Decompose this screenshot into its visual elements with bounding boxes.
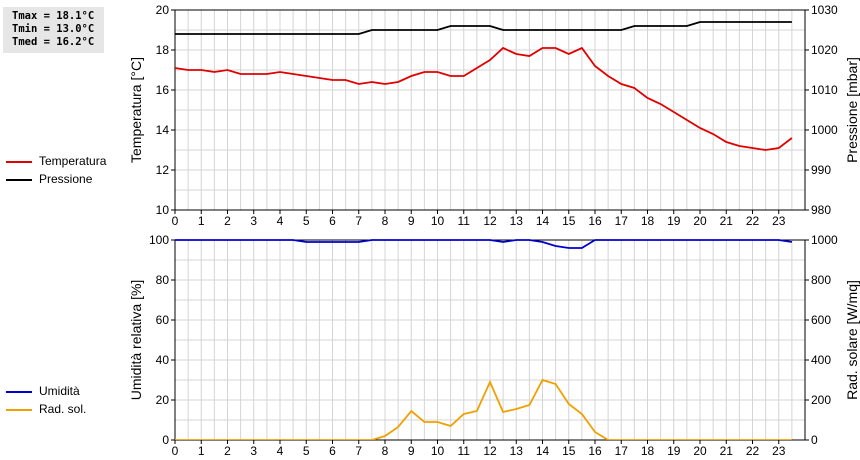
y-axis-title: Umidità relativa [%] (128, 280, 144, 401)
x-tick-label: 11 (458, 214, 471, 228)
x-tick-label: 3 (250, 444, 257, 458)
series-line-umidit (175, 239, 793, 249)
y2-tick-label: 1010 (811, 83, 838, 97)
x-tick-label: 22 (746, 214, 760, 228)
x-tick-label: 1 (198, 214, 205, 228)
legend-label-temperatura: Temperatura (39, 154, 107, 168)
x-tick-label: 5 (303, 444, 310, 458)
x-tick-label: 8 (382, 214, 389, 228)
legend-item-temperatura: Temperatura (6, 154, 126, 169)
x-tick-label: 4 (277, 444, 284, 458)
x-tick-label: 8 (382, 444, 389, 458)
x-tick-label: 18 (641, 214, 655, 228)
x-tick-label: 12 (483, 214, 497, 228)
x-tick-label: 23 (772, 444, 786, 458)
y2-tick-label: 1000 (811, 233, 838, 247)
y-axis-title: Temperatura [°C] (128, 57, 144, 163)
legend-swatch-rad-sol (6, 409, 32, 411)
x-tick-label: 11 (458, 444, 471, 458)
x-tick-label: 0 (172, 444, 179, 458)
y2-tick-label: 0 (811, 433, 818, 447)
legend-item-umidita: Umidità (6, 384, 126, 399)
tmin-label: Tmin = 13.0°C (12, 23, 95, 35)
y-tick-label: 20 (156, 3, 170, 17)
legend-item-pressione: Pressione (6, 172, 126, 187)
x-tick-label: 9 (408, 444, 415, 458)
x-tick-label: 22 (746, 444, 760, 458)
y-tick-label: 0 (162, 433, 169, 447)
legend-swatch-temperatura (6, 161, 32, 163)
x-tick-label: 19 (667, 444, 681, 458)
x-tick-label: 14 (536, 214, 550, 228)
x-tick-label: 1 (198, 444, 205, 458)
y-tick-label: 16 (156, 83, 170, 97)
legend-item-rad-sol: Rad. sol. (6, 402, 126, 417)
legend-label-pressione: Pressione (39, 172, 93, 186)
y2-tick-label: 400 (811, 353, 831, 367)
series-line-pressione (175, 21, 792, 35)
x-tick-label: 4 (277, 214, 284, 228)
tmax-label: Tmax = 18.1°C (12, 10, 95, 22)
legend-swatch-umidita (6, 391, 32, 393)
legend-label-umidita: Umidità (39, 384, 80, 398)
tmed-label: Tmed = 16.2°C (12, 36, 95, 48)
chart-panel-top: 0 1 2 3 4 5 6 7 8 9 10 11 12 13 14 15 16 17 18 19 20 21 22 2310… (128, 3, 860, 228)
y2-tick-label: 1020 (811, 43, 838, 57)
y-tick-label: 18 (156, 43, 170, 57)
x-tick-label: 15 (562, 444, 576, 458)
series-line-temperatura (175, 46, 793, 151)
x-tick-label: 20 (693, 214, 707, 228)
x-tick-label: 14 (536, 444, 550, 458)
y2-tick-label: 600 (811, 313, 831, 327)
y-tick-label: 100 (149, 233, 169, 247)
y-tick-label: 12 (156, 163, 170, 177)
x-tick-label: 10 (431, 444, 445, 458)
x-tick-label: 5 (303, 214, 310, 228)
x-tick-label: 7 (355, 444, 362, 458)
x-tick-label: 16 (588, 214, 602, 228)
y2-tick-label: 980 (811, 203, 831, 217)
y2-axis-title: Pressione [mbar] (844, 57, 860, 163)
x-tick-label: 21 (720, 214, 734, 228)
x-tick-label: 6 (329, 214, 336, 228)
x-tick-label: 18 (641, 444, 655, 458)
y-tick-label: 60 (156, 313, 170, 327)
x-tick-label: 7 (355, 214, 362, 228)
y-tick-label: 80 (156, 273, 170, 287)
x-tick-label: 13 (510, 444, 524, 458)
x-tick-label: 2 (224, 444, 231, 458)
chart-panel-bottom: 0 1 2 3 4 5 6 7 8 9 10 11 12 13 14 15 16 17 18 19 20 21 22 2302… (128, 233, 860, 458)
y2-tick-label: 990 (811, 163, 831, 177)
legend-swatch-pressione (6, 179, 32, 181)
x-tick-label: 19 (667, 214, 681, 228)
stats-box: Tmax = 18.1°C Tmin = 13.0°C Tmed = 16.2°… (3, 7, 104, 53)
x-tick-label: 10 (431, 214, 445, 228)
series-line-rad-sol (175, 378, 792, 440)
y-tick-label: 20 (156, 393, 170, 407)
x-tick-label: 17 (615, 214, 629, 228)
y2-axis-title: Rad. solare [W/mq] (844, 280, 860, 400)
x-tick-label: 23 (772, 214, 786, 228)
x-tick-label: 16 (588, 444, 602, 458)
y-tick-label: 40 (156, 353, 170, 367)
x-tick-label: 15 (562, 214, 576, 228)
y2-tick-label: 200 (811, 393, 831, 407)
x-tick-label: 2 (224, 214, 231, 228)
y-tick-label: 14 (156, 123, 170, 137)
x-tick-label: 13 (510, 214, 524, 228)
y2-tick-label: 800 (811, 273, 831, 287)
y-tick-label: 10 (156, 203, 170, 217)
x-tick-label: 17 (615, 444, 629, 458)
x-tick-label: 6 (329, 444, 336, 458)
x-tick-label: 20 (693, 444, 707, 458)
x-tick-label: 21 (720, 444, 734, 458)
x-tick-label: 0 (172, 214, 179, 228)
x-tick-label: 3 (250, 214, 257, 228)
x-tick-label: 9 (408, 214, 415, 228)
x-tick-label: 12 (483, 444, 497, 458)
y2-tick-label: 1000 (811, 123, 838, 137)
legend-label-rad-sol: Rad. sol. (39, 402, 87, 416)
y2-tick-label: 1030 (811, 3, 838, 17)
